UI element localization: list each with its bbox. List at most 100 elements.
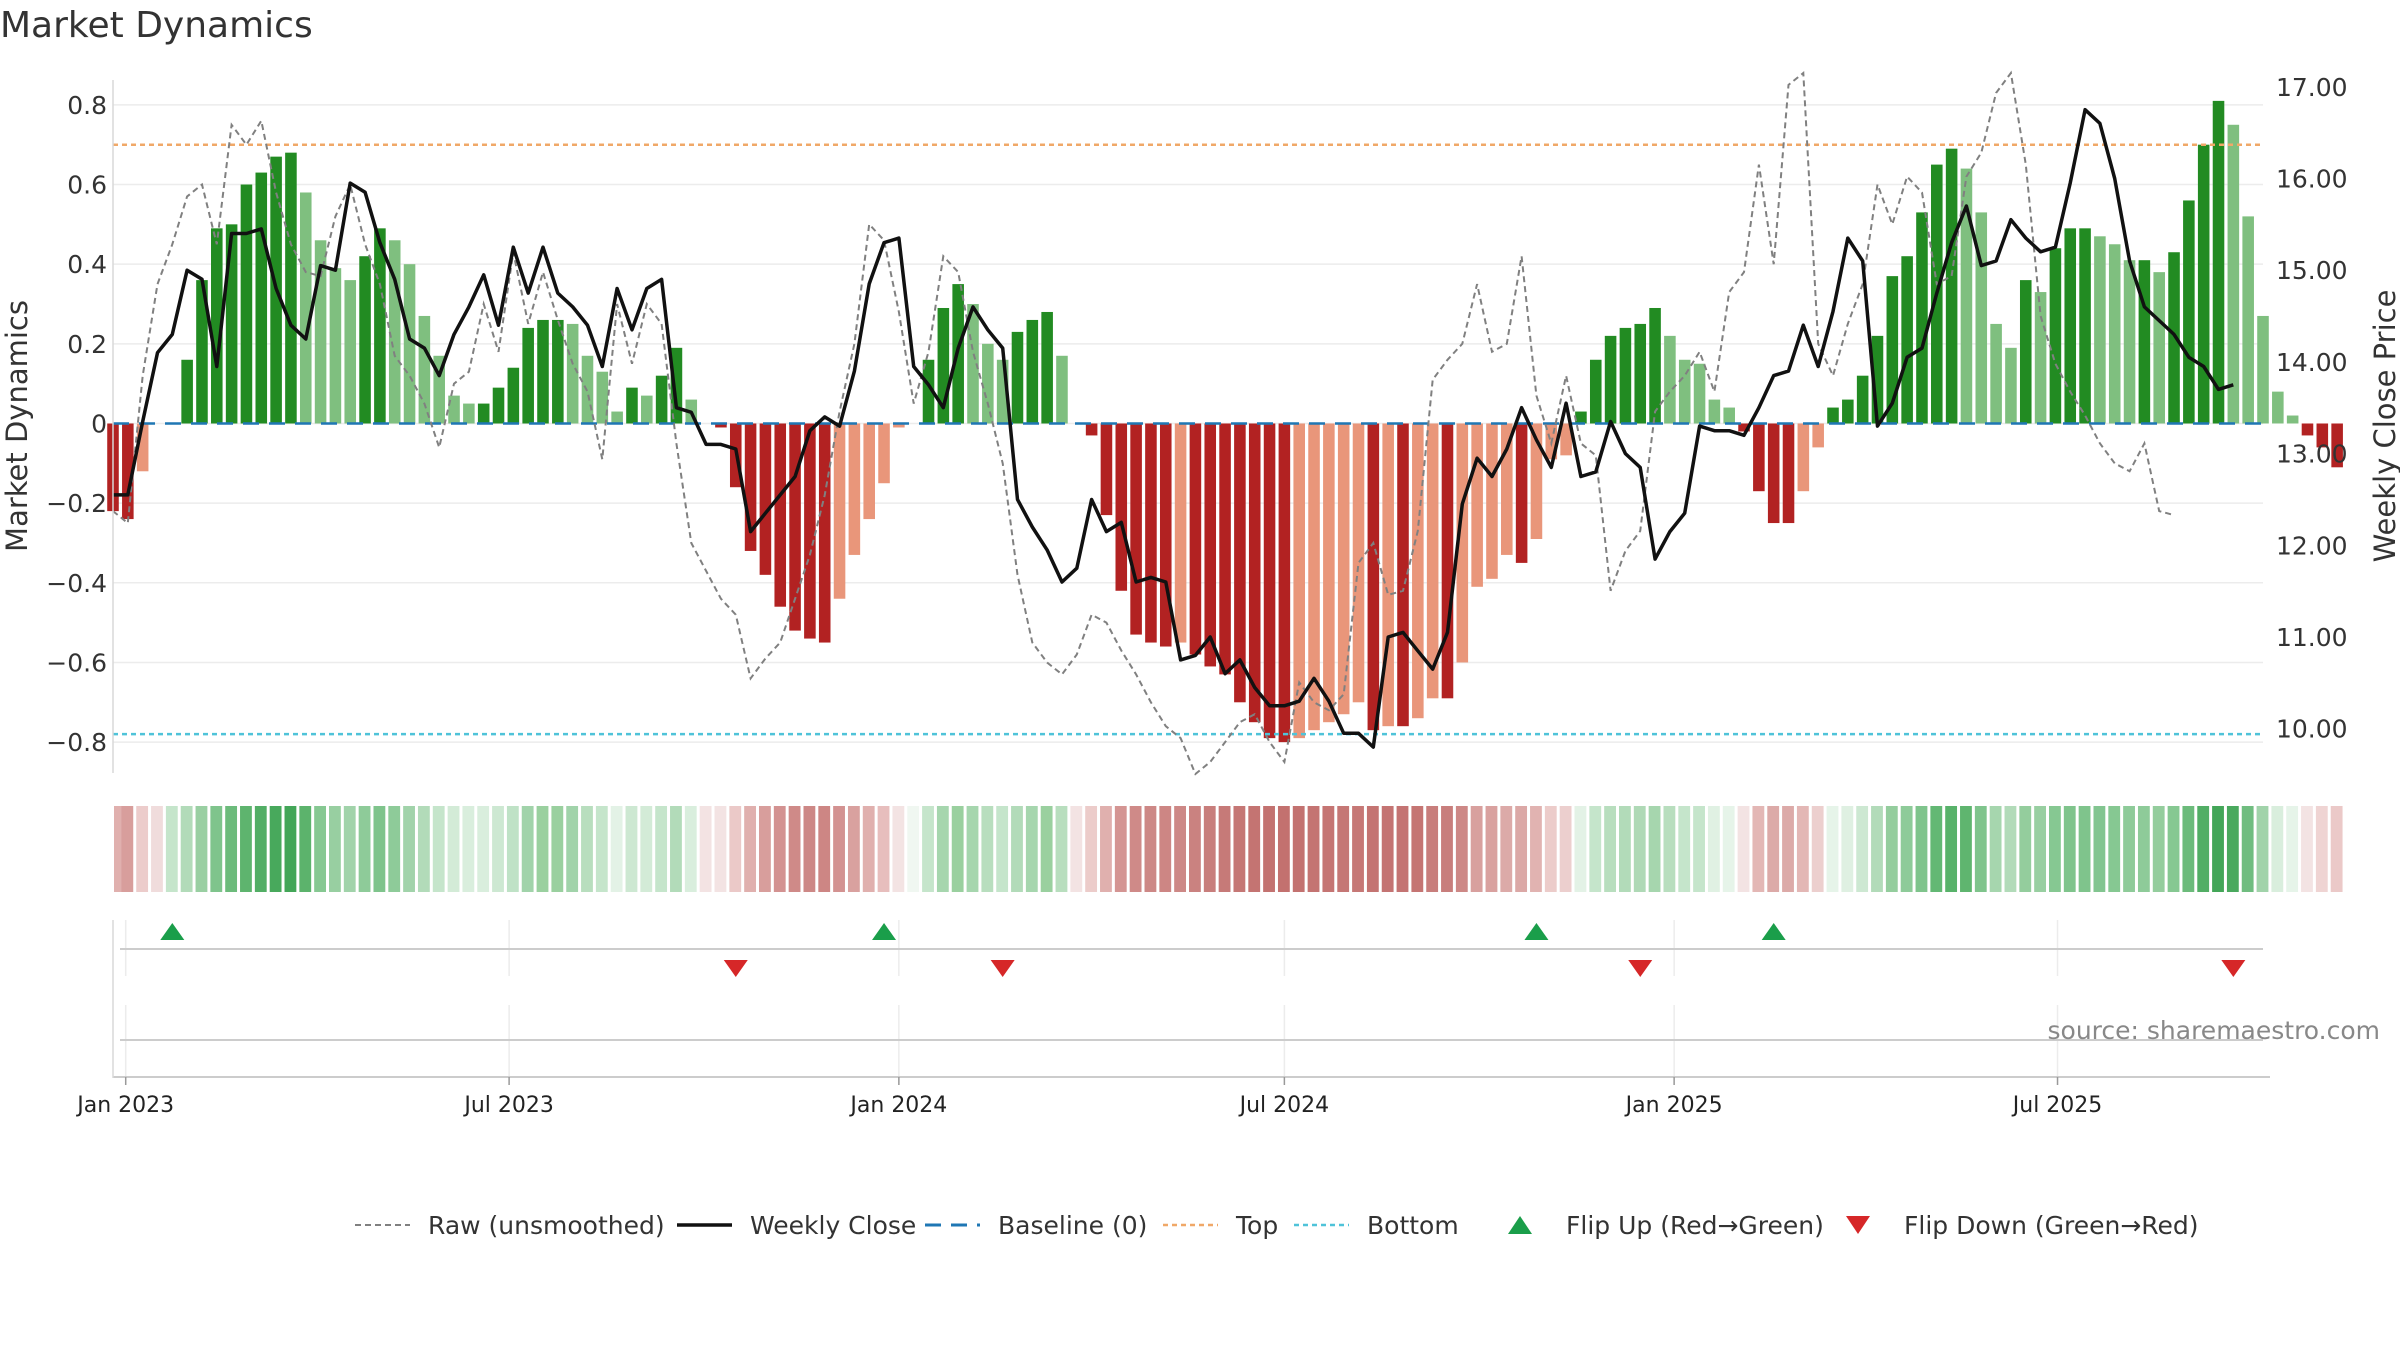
regime-cell (506, 806, 519, 892)
regime-cell (744, 806, 756, 892)
dynamics-bar (774, 423, 787, 607)
regime-cell (818, 806, 831, 892)
regime-cell (729, 806, 742, 892)
regime-cell (1707, 806, 1720, 892)
dynamics-bar (1767, 423, 1780, 524)
dynamics-bar (211, 228, 223, 424)
dynamics-bar (1604, 335, 1617, 424)
dynamics-bar (2242, 216, 2254, 424)
dynamics-bar (1159, 423, 1172, 647)
regime-cell (195, 806, 208, 892)
regime-cell (1841, 806, 1854, 892)
flip-up-marker (160, 923, 185, 940)
regime-cell (1411, 806, 1424, 892)
regime-cell (2093, 806, 2106, 892)
regime-cell (2063, 806, 2076, 892)
dynamics-bar (893, 423, 905, 428)
legend-label: Flip Up (Red→Green) (1566, 1211, 1824, 1240)
regime-cell (1070, 806, 1083, 892)
regime-cell (1055, 806, 1068, 892)
regime-cell (2123, 806, 2135, 892)
regime-cell (388, 806, 401, 892)
dynamics-bar (1738, 423, 1750, 432)
regime-cell (2286, 806, 2299, 892)
dynamics-bars (107, 100, 2343, 743)
regime-cell (1085, 806, 1098, 892)
legend-swatch-flip-down (1846, 1216, 1870, 1234)
regime-cell (1218, 806, 1231, 892)
regime-cell (1233, 806, 1246, 892)
regime-cell (373, 806, 386, 892)
dynamics-bar (670, 347, 683, 424)
regime-cell (314, 806, 326, 892)
dynamics-bar (2286, 415, 2299, 424)
regime-cell (1945, 806, 1958, 892)
dynamics-bar (1337, 423, 1350, 715)
dynamics-bar (359, 256, 371, 424)
regime-cell (2301, 806, 2313, 892)
y-left-tick-label: −0.8 (46, 728, 107, 757)
y-right-tick-label: 15.00 (2276, 256, 2348, 285)
dynamics-bar (1871, 335, 1884, 424)
dynamics-bar (1530, 423, 1543, 539)
regime-cell (1203, 806, 1216, 892)
dynamics-bar (1323, 423, 1335, 723)
regime-cell (114, 806, 126, 892)
regime-cell (1129, 806, 1142, 892)
regime-cell (1796, 806, 1809, 892)
regime-cell (655, 806, 668, 892)
regime-cell (981, 806, 994, 892)
dynamics-bar (1056, 355, 1068, 424)
regime-cell (670, 806, 682, 892)
regime-cell (996, 806, 1009, 892)
regime-cell (2078, 806, 2091, 892)
regime-cell (121, 806, 134, 892)
dynamics-bar (225, 224, 238, 424)
dynamics-bar (1827, 407, 1839, 424)
dynamics-bar (2168, 252, 2180, 424)
y-right-tick-label: 17.00 (2276, 73, 2348, 102)
regime-cell (1470, 806, 1483, 892)
y-left-tick-label: −0.2 (46, 489, 107, 518)
regime-cell (1174, 806, 1186, 892)
y-left-tick-label: −0.6 (46, 648, 107, 677)
regime-cell (951, 806, 964, 892)
dynamics-bar (2212, 100, 2225, 424)
regime-cell (922, 806, 934, 892)
regime-cell (788, 806, 801, 892)
regime-cell (1500, 806, 1513, 892)
regime-cell (2256, 806, 2269, 892)
regime-cell (1530, 806, 1542, 892)
regime-cell (862, 806, 875, 892)
dynamics-bar (967, 304, 979, 424)
regime-cell (699, 806, 712, 892)
regime-cell (240, 806, 252, 892)
dynamics-bar (136, 423, 149, 472)
regime-cell (1189, 806, 1201, 892)
dynamics-bar (1382, 423, 1394, 727)
regime-cell (2197, 806, 2210, 892)
dynamics-bar (448, 395, 460, 424)
regime-cell (1989, 806, 2002, 892)
regime-cell (1159, 806, 1172, 892)
regime-cell (581, 806, 593, 892)
legend-label: Flip Down (Green→Red) (1904, 1211, 2199, 1240)
dynamics-bar (433, 355, 445, 424)
chart-title: Market Dynamics (0, 5, 313, 46)
dynamics-bar (2049, 248, 2062, 424)
dynamics-bar (1456, 423, 1469, 663)
regime-cell (180, 806, 193, 892)
legend-swatch-flip-up (1508, 1216, 1532, 1234)
dynamics-bar (477, 403, 490, 424)
regime-cell (2271, 806, 2284, 892)
flip-up-marker (1761, 923, 1786, 940)
dynamics-bar (2064, 228, 2077, 424)
dynamics-bar (552, 319, 564, 424)
dynamics-bar (2257, 315, 2269, 424)
dynamics-bar (2272, 391, 2284, 424)
regime-cell (551, 806, 564, 892)
dynamics-bar (1115, 423, 1128, 591)
dynamics-bar (388, 240, 401, 424)
regime-cell (1100, 806, 1112, 892)
regime-cell (225, 806, 238, 892)
